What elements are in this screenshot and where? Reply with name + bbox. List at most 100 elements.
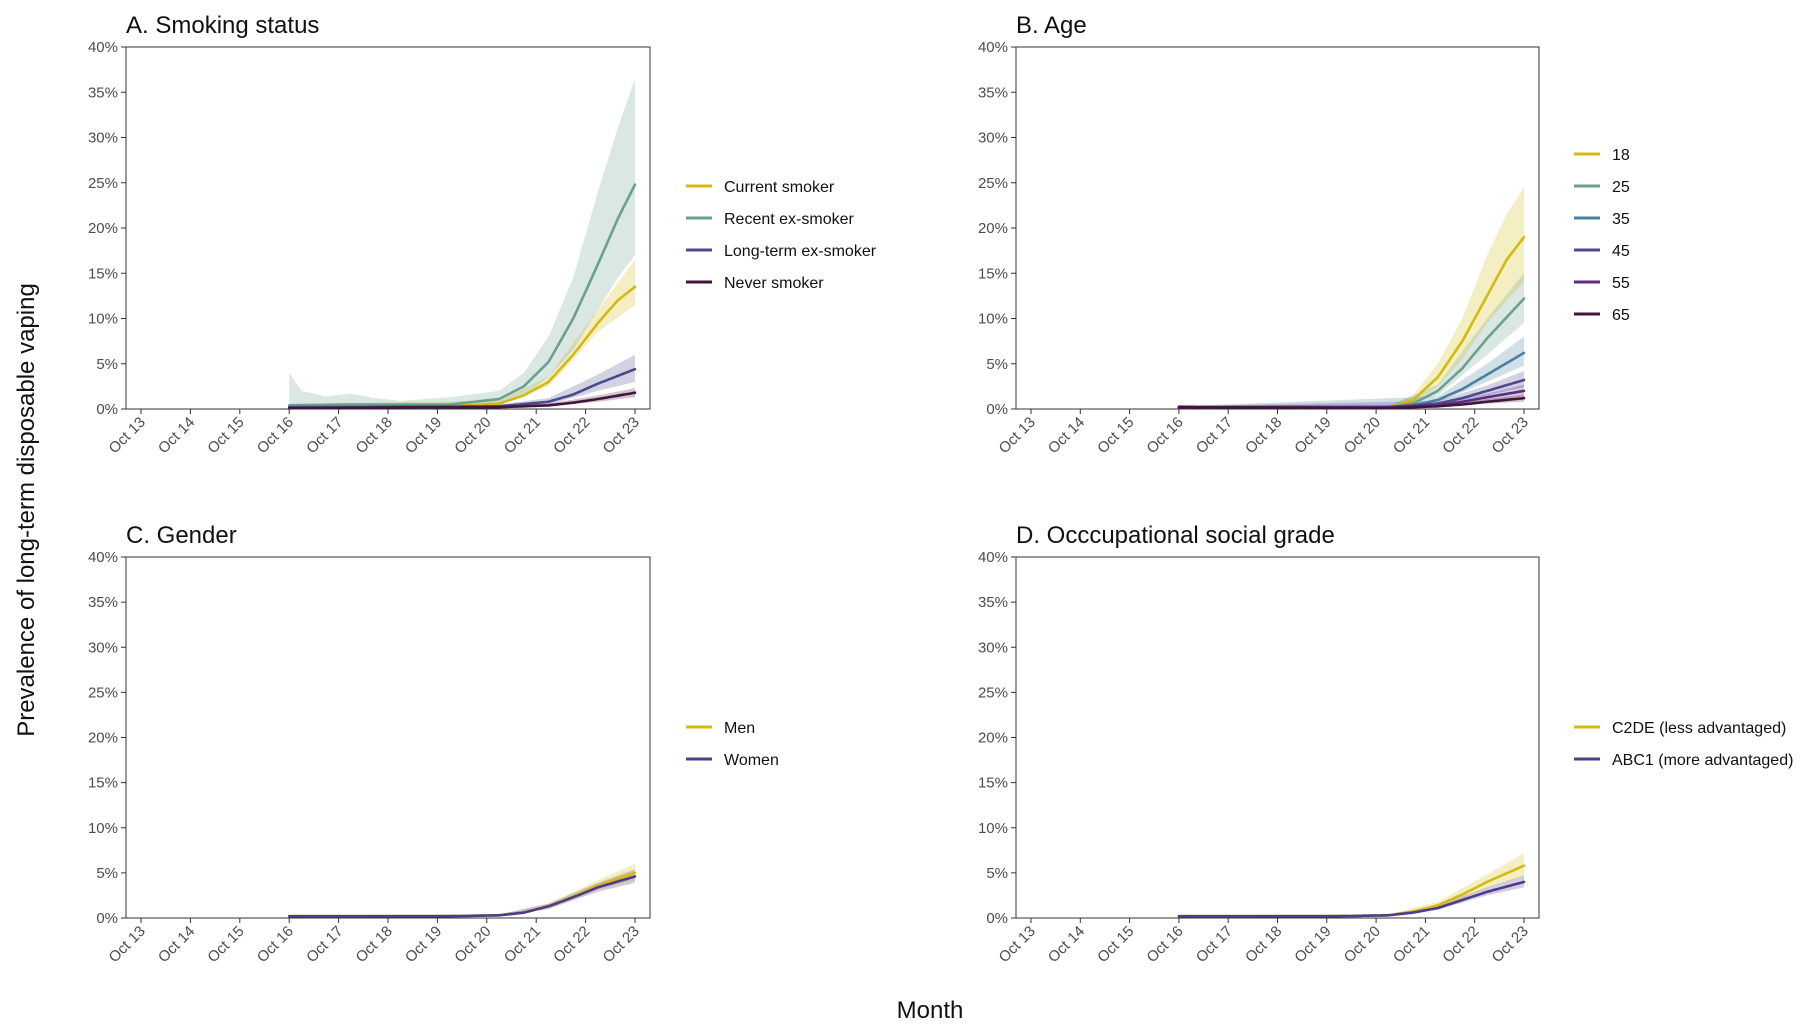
y-tick-label: 10% <box>88 311 118 328</box>
x-tick-label: Oct 15 <box>1094 414 1137 457</box>
y-tick-label: 0% <box>986 910 1008 927</box>
x-tick-label: Oct 20 <box>1341 923 1384 966</box>
y-tick-label: 40% <box>978 39 1008 56</box>
x-tick-label: Oct 22 <box>550 923 593 966</box>
x-tick-label: Oct 22 <box>1439 923 1482 966</box>
x-tick-label: Oct 23 <box>600 923 643 966</box>
legend: Men Women <box>686 720 779 769</box>
y-tick-label: 30% <box>978 639 1008 656</box>
x-tick-label: Oct 18 <box>353 414 396 457</box>
y-tick-label: 35% <box>978 594 1008 611</box>
x-tick-label: Oct 19 <box>402 923 445 966</box>
legend-label: ABC1 (more advantaged) <box>1612 752 1793 769</box>
y-tick-label: 30% <box>88 639 118 656</box>
x-tick-label: Oct 17 <box>303 923 346 966</box>
plot-frame <box>1015 556 1540 919</box>
x-tick-label: Oct 22 <box>550 414 593 457</box>
y-tick-label: 25% <box>88 175 118 192</box>
x-tick-label: Oct 18 <box>1242 923 1285 966</box>
x-tick-label: Oct 17 <box>1193 923 1236 966</box>
y-tick-label: 35% <box>88 84 118 101</box>
y-tick-label: 10% <box>88 820 118 837</box>
legend-label: Women <box>724 752 779 769</box>
x-tick-label: Oct 19 <box>402 414 445 457</box>
x-tick-label: Oct 16 <box>1143 414 1186 457</box>
x-tick-label: Oct 17 <box>1193 414 1236 457</box>
legend-label: Long-term ex-smoker <box>724 243 877 260</box>
panel-title: B. Age <box>1016 12 1087 39</box>
y-tick-label: 10% <box>978 820 1008 837</box>
x-tick-label: Oct 19 <box>1291 414 1334 457</box>
y-tick-label: 35% <box>978 84 1008 101</box>
y-tick-label: 20% <box>978 730 1008 747</box>
x-tick-label: Oct 13 <box>996 414 1039 457</box>
y-tick-label: 40% <box>88 39 118 56</box>
x-tick-label: Oct 16 <box>254 923 297 966</box>
series-line <box>287 391 637 410</box>
x-tick-label: Oct 13 <box>106 923 149 966</box>
series-lines <box>287 183 637 410</box>
chart-panel: A. Smoking status 0% 5% 10% 15% 20% 25% 30% 35% 4… <box>88 12 877 457</box>
x-tick-label: Oct 14 <box>155 923 198 966</box>
series-band <box>289 78 635 409</box>
y-tick-label: 5% <box>986 865 1008 882</box>
x-tick-label: Oct 23 <box>1489 923 1532 966</box>
x-tick-label: Oct 19 <box>1291 923 1334 966</box>
legend-label: Current smoker <box>724 179 835 196</box>
confidence-bands <box>1178 187 1524 409</box>
y-tick-label: 5% <box>986 356 1008 373</box>
legend-label: 55 <box>1612 275 1630 292</box>
x-tick-label: Oct 20 <box>451 414 494 457</box>
y-tick-label: 20% <box>88 730 118 747</box>
x-tick-label: Oct 22 <box>1439 414 1482 457</box>
legend: Current smoker Recent ex-smoker Long-term … <box>686 179 877 292</box>
confidence-bands <box>289 863 635 918</box>
legend-label: 18 <box>1612 147 1630 164</box>
y-tick-label: 0% <box>96 910 118 927</box>
y-tick-label: 0% <box>96 401 118 418</box>
x-tick-label: Oct 15 <box>1094 923 1137 966</box>
y-tick-label: 15% <box>88 775 118 792</box>
series-band <box>289 388 635 409</box>
confidence-bands <box>289 78 635 409</box>
x-tick-label: Oct 15 <box>204 414 247 457</box>
x-tick-label: Oct 21 <box>501 923 544 966</box>
y-tick-label: 10% <box>978 311 1008 328</box>
legend-label: 35 <box>1612 211 1630 228</box>
y-tick-label: 25% <box>88 684 118 701</box>
x-tick-label: Oct 16 <box>1143 923 1186 966</box>
chart-panels: A. Smoking status 0% 5% 10% 15% 20% 25% 30% 35% 4… <box>88 12 1793 966</box>
x-tick-label: Oct 18 <box>1242 414 1285 457</box>
y-tick-label: 20% <box>88 220 118 237</box>
plot-frame <box>125 556 651 919</box>
x-tick-label: Oct 15 <box>204 923 247 966</box>
legend: C2DE (less advantaged) ABC1 (more advanta… <box>1574 720 1793 769</box>
x-tick-label: Oct 13 <box>996 923 1039 966</box>
legend-label: Never smoker <box>724 275 824 292</box>
legend-label: Recent ex-smoker <box>724 211 854 228</box>
y-tick-label: 30% <box>978 130 1008 147</box>
y-axis-title: Prevalence of long-term disposable vapin… <box>13 283 40 737</box>
x-tick-label: Oct 14 <box>155 414 198 457</box>
x-tick-label: Oct 21 <box>1390 923 1433 966</box>
series-line <box>1177 880 1526 918</box>
legend-label: 65 <box>1612 307 1630 324</box>
y-tick-label: 40% <box>88 549 118 566</box>
series-lines <box>1177 864 1526 918</box>
legend-label: Men <box>724 720 755 737</box>
series-line <box>1177 396 1526 410</box>
x-tick-label: Oct 14 <box>1045 414 1088 457</box>
y-tick-label: 5% <box>96 356 118 373</box>
y-tick-label: 20% <box>978 220 1008 237</box>
x-tick-label: Oct 20 <box>1341 414 1384 457</box>
x-tick-label: Oct 23 <box>1489 414 1532 457</box>
legend-label: 45 <box>1612 243 1630 260</box>
y-tick-label: 0% <box>986 401 1008 418</box>
series-lines <box>287 871 637 918</box>
y-tick-label: 35% <box>88 594 118 611</box>
series-band <box>1178 853 1524 918</box>
series-line <box>287 875 637 918</box>
confidence-bands <box>1178 853 1524 918</box>
